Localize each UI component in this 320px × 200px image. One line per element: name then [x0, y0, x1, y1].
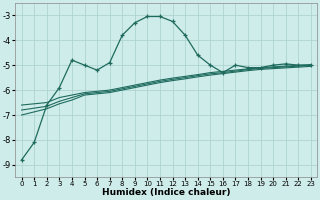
X-axis label: Humidex (Indice chaleur): Humidex (Indice chaleur) — [102, 188, 230, 197]
